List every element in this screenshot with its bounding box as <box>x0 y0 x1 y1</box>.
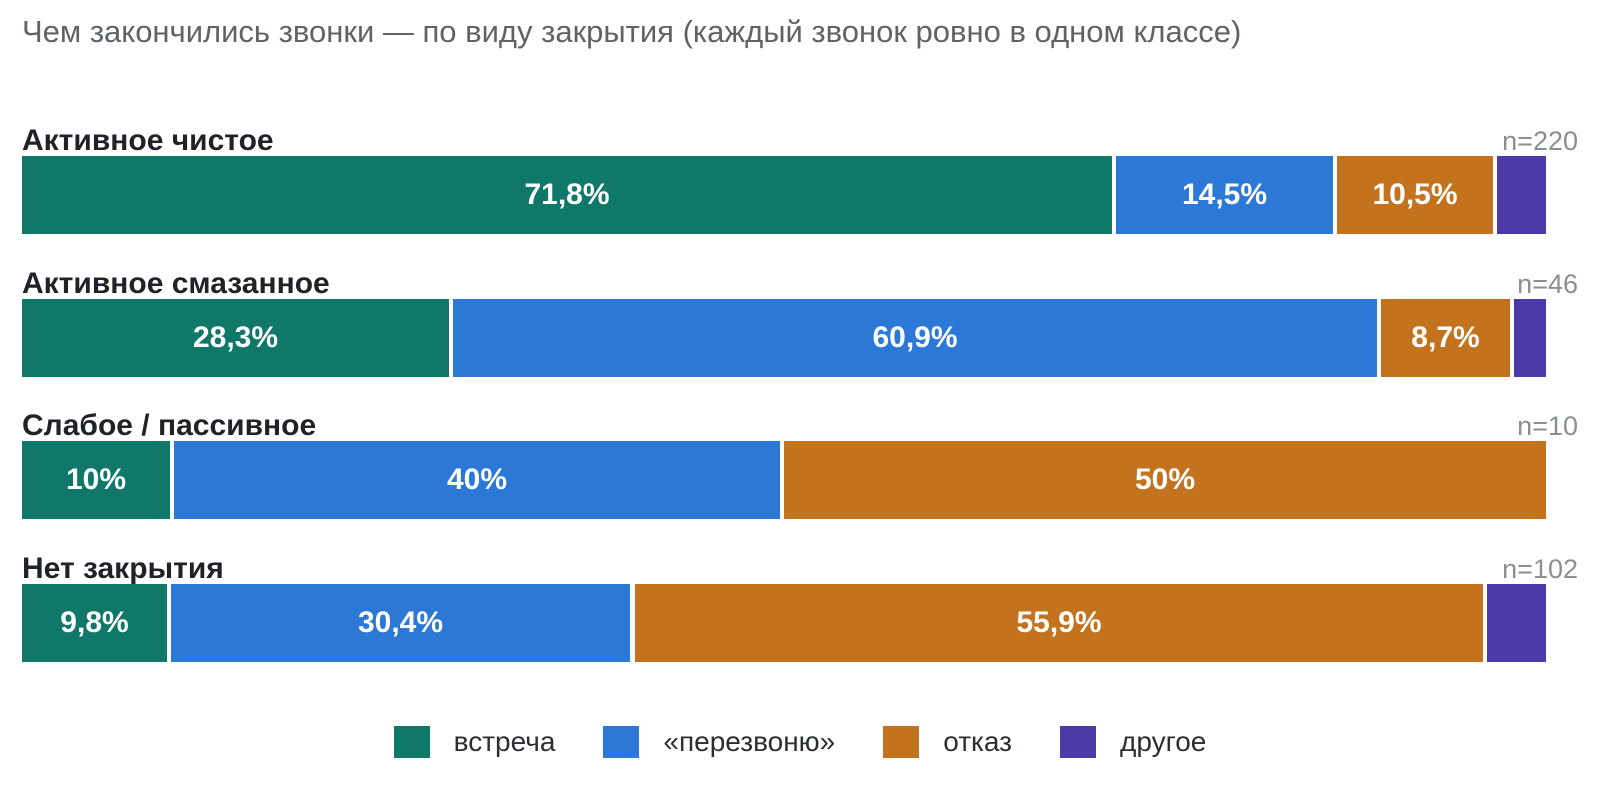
row-sample-size: n=102 <box>1502 554 1578 584</box>
bar-value-label: 14,5% <box>1181 178 1268 211</box>
bar-segment: 14,5% <box>1116 156 1333 234</box>
bar-segment: 30,4% <box>171 584 630 662</box>
row-label: Нет закрытия <box>22 552 224 585</box>
legend-swatch <box>883 726 920 758</box>
chart-title: Чем закончились звонки — по виду закрыти… <box>22 14 1242 49</box>
row-sample-size: n=46 <box>1517 269 1578 299</box>
bar-segment: 10% <box>22 441 170 519</box>
bar-segment: 60,9% <box>453 299 1377 377</box>
legend-item: отказ <box>883 726 1012 758</box>
chart-legend: встреча «перезвоню» отказ другое <box>0 726 1600 758</box>
row-label: Активное смазанное <box>22 267 330 300</box>
legend-label: отказ <box>943 726 1012 757</box>
bar-value-label: 10% <box>65 463 127 496</box>
bar-segment: 40% <box>174 441 780 519</box>
legend-swatch <box>393 726 430 758</box>
stacked-bar-chart: Активное чистое n=220 71,8% 14,5% 10,5% Актив… <box>22 124 1578 662</box>
row-sample-size: n=10 <box>1517 411 1578 441</box>
bar-value-label: 28,3% <box>192 321 279 354</box>
row-label: Слабое / пассивное <box>22 409 317 442</box>
bar-segment <box>1487 584 1546 662</box>
legend-item: другое <box>1060 726 1206 758</box>
bar-segment: 10,5% <box>1337 156 1493 234</box>
bar-value-label: 71,8% <box>524 178 610 211</box>
bar-value-label: 55,9% <box>1016 606 1102 639</box>
legend-swatch <box>1060 726 1096 758</box>
bar-value-label: 9,8% <box>60 606 129 639</box>
bar-value-label: 8,7% <box>1411 321 1480 354</box>
legend-item: «перезвоню» <box>603 726 835 758</box>
bar-value-label: 10,5% <box>1372 178 1458 211</box>
legend-label: встреча <box>453 726 556 757</box>
bar-segment: 55,9% <box>635 584 1483 662</box>
legend-swatch <box>603 726 640 758</box>
row-label: Активное чистое <box>22 124 274 157</box>
bar-segment: 9,8% <box>22 584 167 662</box>
bar-value-label: 50% <box>1134 463 1196 496</box>
bar-segment: 71,8% <box>22 156 1112 234</box>
legend-label: «перезвоню» <box>663 726 836 757</box>
bar-value-label: 40% <box>446 463 508 496</box>
bar-segment: 28,3% <box>22 299 449 377</box>
row-sample-size: n=220 <box>1502 126 1578 156</box>
bar-value-label: 30,4% <box>357 606 444 639</box>
bar-value-label: 60,9% <box>872 321 958 354</box>
bar-segment: 50% <box>784 441 1546 519</box>
legend-label: другое <box>1120 726 1207 757</box>
legend-item: встреча <box>393 726 556 758</box>
bar-segment: 8,7% <box>1381 299 1510 377</box>
bar-segment <box>1497 156 1546 234</box>
bar-segment <box>1514 299 1546 377</box>
